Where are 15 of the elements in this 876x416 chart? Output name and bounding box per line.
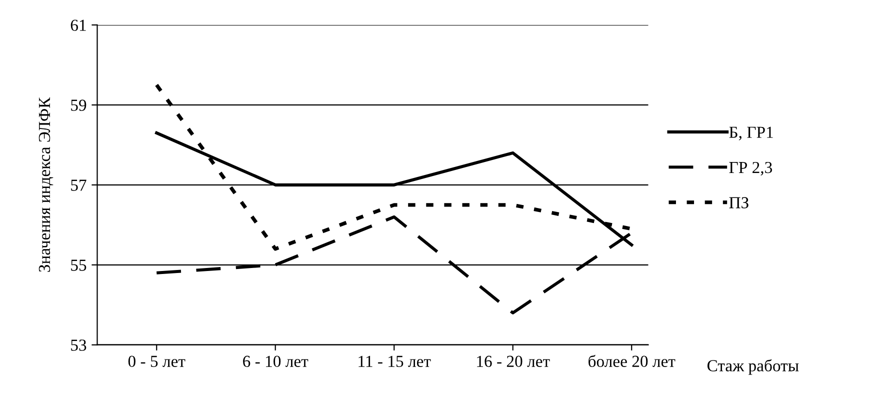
y-axis-title: Значения индекса ЭЛФК: [38, 97, 54, 272]
y-tick-label: 59: [71, 100, 86, 111]
y-tick-label: 53: [71, 340, 86, 351]
legend-label: Б, ГР1: [729, 126, 773, 140]
x-tick-label: 16 - 20 лет: [477, 356, 550, 368]
x-tick-label: 11 - 15 лет: [358, 356, 431, 368]
legend-label: ГР 2,3: [729, 162, 772, 176]
y-tick-label: 55: [71, 260, 86, 271]
y-tick-label: 61: [70, 20, 86, 31]
x-tick-label: более 20 лет: [588, 354, 676, 368]
legend-label: ПЗ: [729, 197, 748, 208]
x-tick-label: 0 - 5 лет: [128, 356, 186, 368]
y-tick-label: 57: [71, 180, 86, 191]
x-axis-title: Стаж работы: [707, 359, 799, 375]
x-tick-label: 6 - 10 лет: [243, 356, 308, 368]
